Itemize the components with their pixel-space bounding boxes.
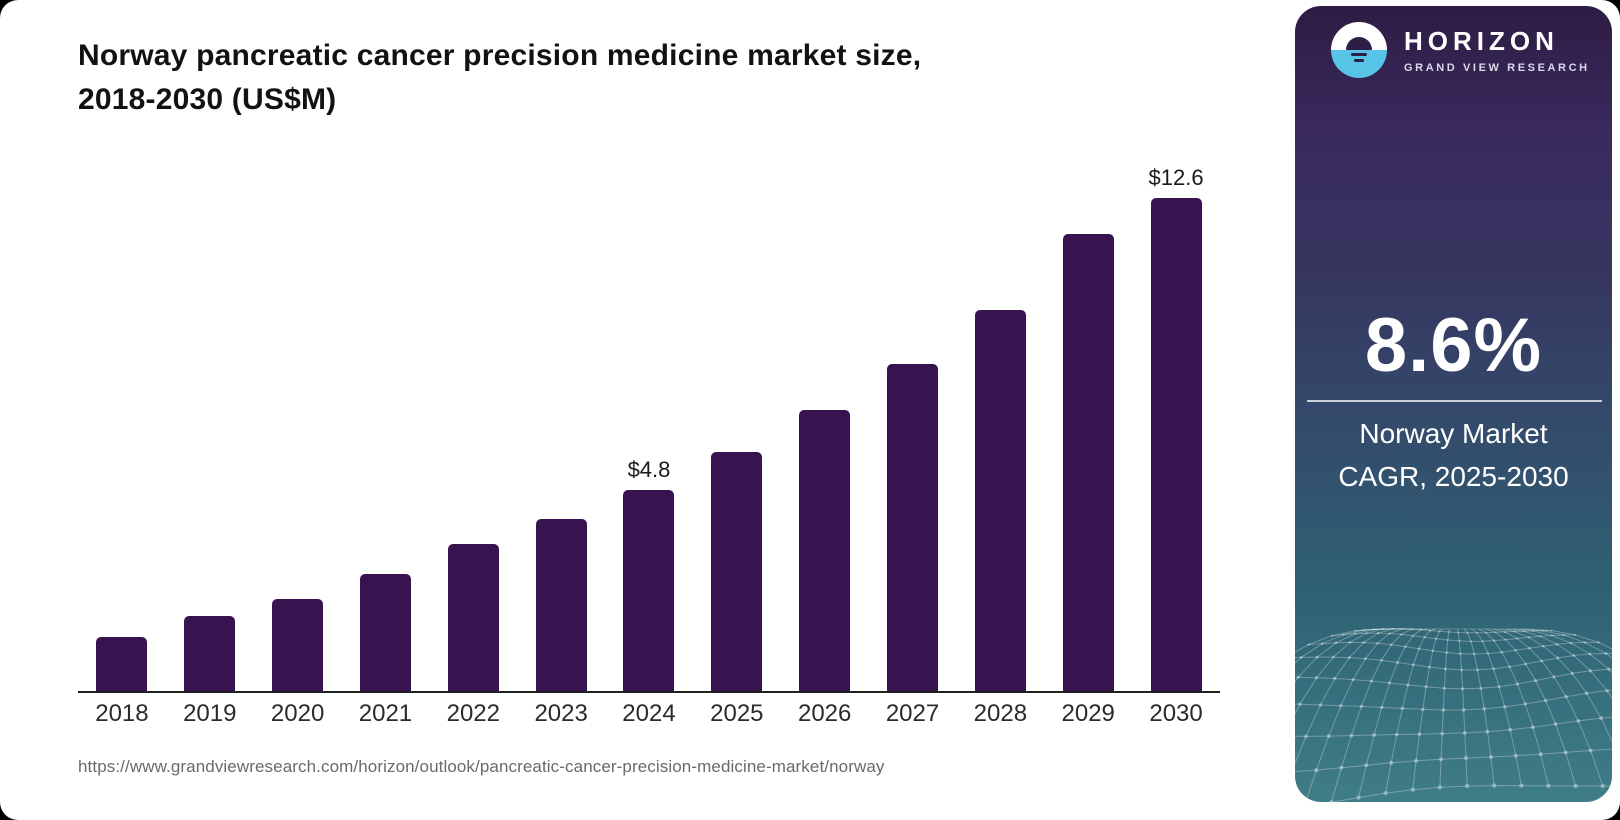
year-label: 2028 xyxy=(973,700,1028,727)
bar-2028 xyxy=(974,310,1026,691)
cagr-value: 8.6% xyxy=(1364,303,1543,388)
bar-2022 xyxy=(447,544,499,691)
bar-2020 xyxy=(272,599,324,691)
year-label: 2026 xyxy=(797,700,852,727)
bar-group xyxy=(78,165,166,691)
chart-title-line2: 2018-2030 (US$M) xyxy=(78,83,337,116)
chart-title: Norway pancreatic cancer precision medic… xyxy=(78,34,1178,122)
bar-2030 xyxy=(1150,198,1202,691)
bar-group xyxy=(693,165,781,691)
bar-group xyxy=(1044,165,1132,691)
bar-group xyxy=(781,165,869,691)
source-url: https://www.grandviewresearch.com/horizo… xyxy=(78,757,885,776)
year-label: 2030 xyxy=(1149,700,1203,727)
cagr-label-line2: CAGR, 2025-2030 xyxy=(1338,461,1569,492)
bar-group: $4.8 xyxy=(605,165,693,691)
year-label: 2018 xyxy=(95,700,149,727)
bar-2026 xyxy=(799,410,851,691)
bar-group xyxy=(517,165,605,691)
year-label: 2021 xyxy=(358,700,413,727)
year-label: 2027 xyxy=(885,700,940,727)
x-axis-labels: 2018 2019 2020 2021 2022 2023 2024 2025 2026 2027… xyxy=(78,700,1220,728)
bar-group xyxy=(166,165,254,691)
year-label: 2022 xyxy=(446,700,500,727)
brand-name: HORIZON xyxy=(1404,26,1559,56)
bar-2019 xyxy=(184,616,236,691)
bar-2025 xyxy=(711,452,763,691)
year-label: 2025 xyxy=(710,700,764,727)
bar-2021 xyxy=(359,574,411,691)
bar-2027 xyxy=(887,364,939,691)
bar-value-label: $12.6 xyxy=(1148,165,1204,190)
cagr-label-line1: Norway Market xyxy=(1359,418,1548,449)
horizon-logo: HORIZON GRAND VIEW RESEARCH xyxy=(1331,22,1590,78)
year-label: 2024 xyxy=(622,700,676,727)
bar-group xyxy=(254,165,342,691)
plot-area: $4.8 $12.6 xyxy=(78,165,1220,693)
divider-line xyxy=(1307,400,1602,402)
bar-group: $12.6 xyxy=(1132,165,1220,691)
bar-2024 xyxy=(623,490,675,691)
bar-group xyxy=(956,165,1044,691)
chart-title-line1: Norway pancreatic cancer precision medic… xyxy=(78,39,922,72)
bar-group xyxy=(429,165,517,691)
year-label: 2029 xyxy=(1061,700,1115,727)
bar-2018 xyxy=(96,637,148,691)
year-label: 2019 xyxy=(183,700,237,727)
wireframe-mesh-graphic xyxy=(1295,627,1612,802)
bar-chart: $4.8 $12.6 xyxy=(78,165,1220,691)
cagr-label: Norway Market CAGR, 2025-2030 xyxy=(1295,412,1612,498)
horizon-sun-circle-icon xyxy=(1331,22,1387,78)
brand-text: HORIZON GRAND VIEW RESEARCH xyxy=(1404,26,1590,74)
sidebar-panel: HORIZON GRAND VIEW RESEARCH 8.6% Norway … xyxy=(1295,6,1612,802)
bar-group xyxy=(869,165,957,691)
year-label: 2023 xyxy=(534,700,588,727)
year-label: 2020 xyxy=(270,700,325,727)
bar-group xyxy=(342,165,430,691)
brand-subtitle: GRAND VIEW RESEARCH xyxy=(1404,62,1590,74)
bar-2029 xyxy=(1062,234,1114,691)
bar-2023 xyxy=(535,519,587,691)
bar-value-label: $4.8 xyxy=(627,457,671,482)
